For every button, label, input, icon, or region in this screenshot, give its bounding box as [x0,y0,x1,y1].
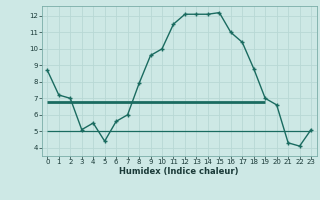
X-axis label: Humidex (Indice chaleur): Humidex (Indice chaleur) [119,167,239,176]
